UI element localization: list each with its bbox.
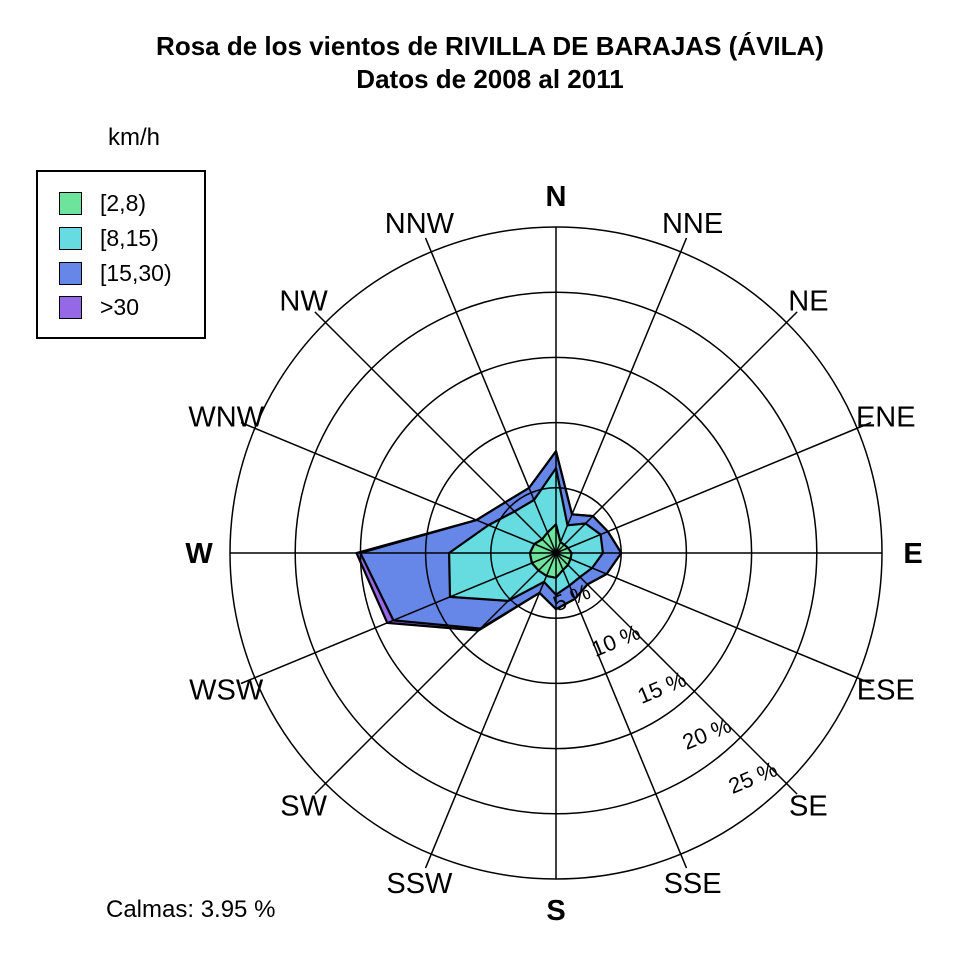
legend-item-label: [8,15)	[100, 225, 159, 251]
legend-item-label: >30	[100, 294, 140, 320]
ring-label-10: 10 %	[588, 619, 644, 661]
legend-item: [2,8)	[38, 190, 204, 222]
grid-ray-WSW	[240, 552, 557, 685]
ring-label-20: 20 %	[679, 712, 735, 754]
legend-item-label: [2,8)	[100, 190, 147, 216]
legend-box: [2,8) [8,15) [15,30) >30	[36, 170, 206, 339]
calms-label: Calmas: 3.95 %	[106, 896, 276, 923]
grid-ray-NE	[555, 311, 798, 554]
direction-label-NNE: NNE	[662, 208, 723, 240]
grid-ray-SW	[314, 552, 557, 795]
chart-title: Rosa de los vientos de RIVILLA DE BARAJA…	[0, 30, 980, 95]
legend-swatch-green	[59, 192, 82, 215]
direction-label-ENE: ENE	[856, 401, 916, 433]
grid-ray-ESE	[555, 552, 872, 685]
polar-grid	[229, 226, 883, 880]
direction-label-SSE: SSE	[664, 868, 722, 900]
direction-label-SE: SE	[789, 790, 828, 822]
direction-label-S: S	[546, 895, 565, 927]
grid-ray-NNW	[424, 237, 557, 554]
direction-label-NE: NE	[788, 286, 828, 318]
grid-ray-SSE	[555, 552, 688, 869]
direction-label-NNW: NNW	[385, 208, 455, 240]
grid-ray-NNE	[555, 237, 688, 554]
chart-title-line1: Rosa de los vientos de RIVILLA DE BARAJA…	[156, 31, 824, 61]
grid-ray-SSW	[424, 552, 557, 869]
legend-swatch-cyan	[59, 227, 82, 250]
grid-ray-ENE	[555, 421, 872, 554]
direction-label-E: E	[903, 538, 922, 570]
grid-ray-WNW	[240, 421, 557, 554]
ring-label-25: 25 %	[725, 756, 781, 798]
legend-item: [8,15)	[38, 225, 204, 257]
legend-swatch-blue	[59, 262, 82, 285]
direction-label-WSW: WSW	[189, 675, 264, 707]
direction-label-WNW: WNW	[188, 401, 264, 433]
chart-title-line2: Datos de 2008 al 2011	[356, 63, 624, 94]
direction-label-N: N	[546, 181, 567, 213]
direction-label-ESE: ESE	[857, 675, 915, 707]
legend-title: km/h	[108, 124, 161, 151]
grid-ray-NW	[314, 311, 557, 554]
legend-item: >30	[38, 294, 204, 326]
direction-label-NW: NW	[279, 286, 328, 318]
legend-item-label: [15,30)	[100, 260, 172, 286]
direction-label-SW: SW	[280, 790, 327, 822]
direction-label-SSW: SSW	[386, 868, 453, 900]
legend-swatch-purple	[59, 296, 82, 319]
legend-item: [15,30)	[38, 260, 204, 292]
grid-ray-SE	[555, 552, 798, 795]
direction-label-W: W	[185, 538, 213, 570]
